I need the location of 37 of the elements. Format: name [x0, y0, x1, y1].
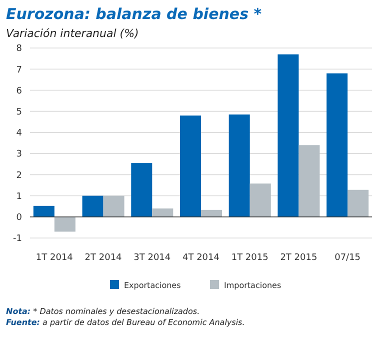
y-tick-label: 8 — [16, 44, 22, 54]
y-tick-label: 4 — [16, 128, 22, 139]
y-tick-label: 1 — [16, 192, 22, 202]
y-tick-label: 5 — [16, 107, 22, 118]
bar — [152, 208, 174, 217]
text: Nota: * Datos nominales y desestacionalizados. — [6, 307, 200, 316]
bar — [278, 54, 299, 217]
x-tick-label: 4T 2014 — [182, 253, 220, 263]
x-tick-label: 3T 2014 — [134, 253, 171, 263]
y-tick-label: 3 — [16, 150, 22, 160]
bar — [131, 163, 152, 217]
bar — [33, 206, 54, 217]
bar — [348, 190, 369, 217]
legend-label: Importaciones — [224, 281, 282, 290]
y-tick-label: 0 — [16, 213, 22, 224]
bar — [298, 145, 320, 217]
x-tick-label: 07/15 — [334, 253, 361, 263]
bar — [326, 73, 348, 217]
chart-title: Eurozona: balanza de bienes * — [6, 5, 262, 23]
y-tick-label: -1 — [13, 234, 22, 244]
x-tick-label: 2T 2015 — [280, 253, 318, 263]
bar — [228, 114, 250, 217]
chart-subtitle: Variación interanual (%) — [6, 27, 139, 40]
y-tick-label: 7 — [16, 65, 22, 76]
x-tick-label: 1T 2014 — [36, 253, 74, 263]
x-tick-label: 1T 2015 — [231, 253, 268, 263]
x-tick-label: 2T 2014 — [84, 253, 122, 263]
bar — [201, 210, 222, 217]
bar — [180, 116, 201, 217]
source-note: Fuente: a partir de datos del Bureau of Economic Analysis. — [6, 318, 245, 327]
y-tick-label: 6 — [16, 86, 22, 96]
legend-label: Exportaciones — [124, 281, 181, 290]
bar — [82, 196, 104, 217]
bar — [103, 196, 124, 217]
y-tick-label: 2 — [16, 170, 22, 181]
bar — [250, 184, 271, 217]
bar — [54, 216, 76, 232]
